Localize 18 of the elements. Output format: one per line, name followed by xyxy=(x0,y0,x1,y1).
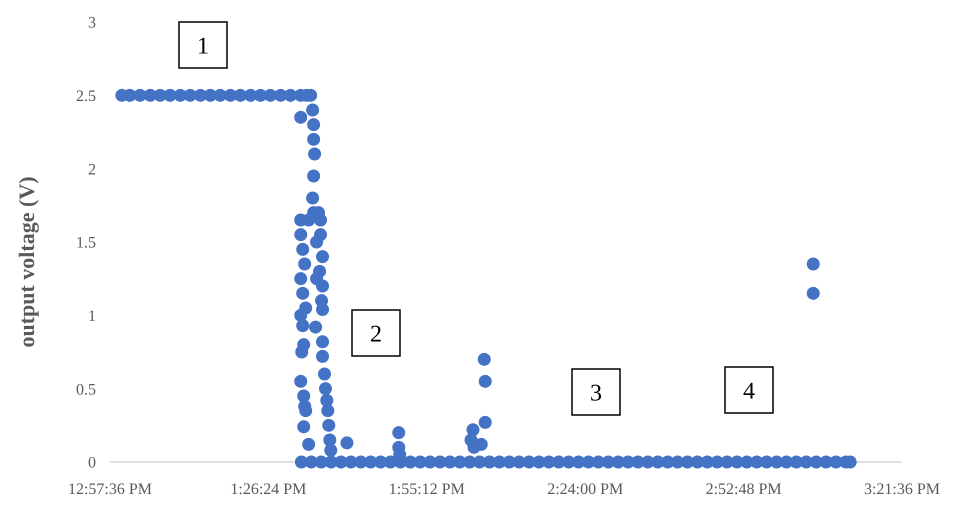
y-axis-title: output voltage (V) xyxy=(14,176,39,348)
y-tick-label: 0.5 xyxy=(76,381,96,398)
y-tick-label: 2 xyxy=(88,161,96,178)
x-tick-label: 1:26:24 PM xyxy=(230,481,306,498)
x-tick-label: 2:52:48 PM xyxy=(706,481,782,498)
y-tick-label: 1.5 xyxy=(76,234,96,252)
y-tick-label: 0 xyxy=(88,454,96,472)
y-tick-label: 3 xyxy=(88,14,96,32)
x-tick-label: 12:57:36 PM xyxy=(68,481,152,498)
annotation: 2 xyxy=(370,321,382,348)
x-tick-label: 2:24:00 PM xyxy=(547,481,624,498)
annotation: 3 xyxy=(590,380,602,406)
y-tick-label: 2.5 xyxy=(76,88,96,105)
x-tick-label: 1:55:12 PM xyxy=(388,481,465,498)
x-tick-label: 3:21:36 PM xyxy=(864,481,940,498)
annotation: 4 xyxy=(743,378,755,404)
y-tick-label: 1 xyxy=(88,308,96,325)
annotation: 1 xyxy=(197,33,209,60)
